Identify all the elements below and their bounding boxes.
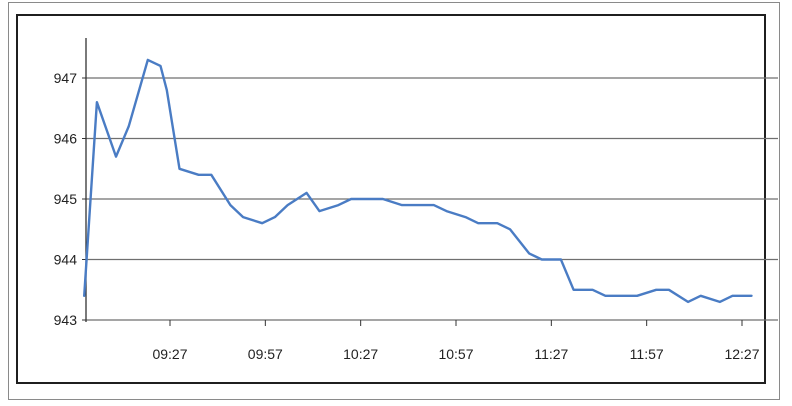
grid-lines	[86, 77, 778, 321]
y-tick-label: 944	[54, 252, 78, 268]
x-tick-label: 10:57	[438, 346, 473, 362]
y-tick-label: 945	[54, 191, 78, 207]
x-tick-labels: 09:27 09:57 10:27 10:57 11:27 11:57 12:27	[152, 346, 759, 362]
x-tick-label: 09:57	[248, 346, 283, 362]
y-tick-label: 947	[54, 70, 78, 86]
x-tick-label: 09:27	[152, 346, 187, 362]
series-layer	[82, 58, 753, 304]
series-line-0	[82, 58, 753, 304]
x-tick-label: 10:27	[343, 346, 378, 362]
y-tick-labels: 943 944 945 946 947	[54, 70, 78, 328]
y-tick-label: 943	[54, 312, 78, 328]
y-tick-label: 946	[54, 131, 78, 147]
axes	[82, 38, 743, 326]
x-tick-label: 11:57	[630, 346, 664, 362]
x-tick-label: 11:27	[534, 346, 568, 362]
x-tick-label: 12:27	[724, 346, 759, 362]
